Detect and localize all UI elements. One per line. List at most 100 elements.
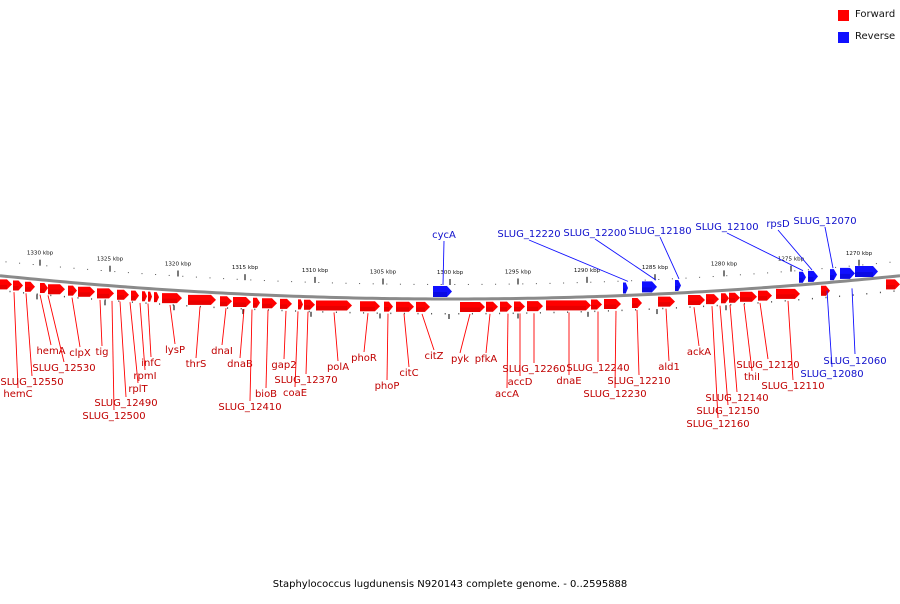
forward-gene-leader-line [129,302,139,384]
forward-gene-leader-line [386,313,389,381]
forward-gene-arrow [148,291,152,302]
forward-gene-arrow-body [262,298,277,309]
scale-tick-label: 1310 kbp [302,268,329,274]
forward-gene-arrow-body [13,280,23,291]
scale-tick-label: 1305 kbp [370,269,397,275]
legend-swatch-reverse [838,32,849,43]
forward-gene-arrow-body [97,288,114,299]
forward-gene-leader-line [147,303,152,358]
forward-gene-arrow-shade [262,303,272,309]
reverse-gene-arrow-shade [433,292,447,297]
forward-gene-arrow-body [460,301,485,312]
forward-gene-arrow [546,300,591,311]
reverse-gene-leader-line [594,238,657,281]
forward-gene-arrow [280,298,292,309]
forward-gene-arrow [97,288,114,299]
forward-gene-arrow-body [514,301,525,312]
forward-gene-arrow [776,288,800,299]
forward-gene-label: dnaB [227,359,253,370]
forward-gene-leader-line [99,299,103,347]
forward-gene-label: rpmI [133,371,156,382]
reverse-gene-arrow [830,269,837,281]
forward-gene-label: dnaE [556,376,581,387]
forward-gene-arrow-body [78,286,95,297]
scale-tick-label: 1270 kbp [846,251,873,257]
reverse-gene-arrow-shade [642,287,652,293]
forward-gene-arrow-shade [396,307,409,312]
reverse-gene-arrow-body [840,267,855,279]
forward-gene-leader-line [111,300,115,411]
reverse-gene-arrow-shade [675,286,679,292]
genome-backbone [0,274,900,301]
forward-gene-leader-line [506,313,509,389]
forward-gene-arrow-shade [25,287,31,292]
forward-gene-arrow-shade [546,305,586,311]
forward-gene-label: SLUG_12550 [0,377,63,388]
forward-gene-arrow [117,289,129,300]
reverse-gene-arrow [855,266,878,278]
forward-gene-arrow-shade [729,298,736,303]
forward-gene-leader-line [169,304,176,345]
forward-gene-arrow-body [688,295,705,306]
forward-gene-label: SLUG_12410 [218,402,281,413]
reverse-gene-arrow-body [623,282,628,294]
forward-gene-arrow-body [632,297,642,308]
forward-gene-arrow-body [40,283,48,294]
forward-gene-arrow-body [886,279,900,290]
forward-gene-label: thrS [186,359,207,370]
reverse-gene-arrow-body [855,266,878,278]
reverse-gene-arrow-shade [840,273,850,279]
reverse-gene-label: SLUG_12080 [800,369,863,380]
forward-gene-arrow-shade [527,306,538,312]
forward-gene-arrow [25,281,35,292]
scale-tick-label: 1275 kbp [778,257,805,263]
reverse-gene-leader-line [528,239,629,282]
forward-gene-arrow-body [188,294,216,305]
forward-gene-arrow [688,295,705,306]
forward-gene-arrow-body [253,297,260,308]
forward-gene-arrow [706,294,719,305]
forward-gene-arrow-body [360,301,380,312]
forward-gene-arrow [396,301,414,312]
forward-gene-leader-line [614,310,617,389]
forward-gene-arrow-body [148,291,152,302]
forward-gene-label: citZ [424,351,443,362]
forward-gene-arrow [721,293,729,304]
forward-gene-leader-line [403,313,410,368]
forward-gene-arrow-body [591,299,602,310]
forward-gene-arrow [253,297,260,308]
forward-gene-label: SLUG_12110 [761,381,824,392]
forward-gene-label: SLUG_12370 [274,375,337,386]
forward-gene-arrow-shade [460,307,480,312]
forward-gene-arrow-shade [220,301,227,307]
forward-gene-leader-line [485,313,491,354]
reverse-gene-arrow [840,267,855,279]
forward-gene-leader-line [787,300,794,381]
reverse-gene-arrow [433,285,452,297]
forward-gene-leader-line [729,304,738,393]
forward-gene-arrow-body [142,291,147,302]
forward-gene-arrow-body [384,301,393,312]
forward-gene-arrow [262,298,277,309]
forward-gene-label: accD [508,377,533,388]
forward-gene-arrow-body [721,293,729,304]
forward-gene-arrow [48,284,65,295]
forward-gene-arrow [758,290,772,301]
forward-gene-leader-line [363,313,369,353]
reverse-gene-leader-line [826,290,833,368]
reverse-gene-leader-line [659,236,680,280]
forward-gene-label: ald1 [658,362,680,373]
scale-ticks: 1330 kbp 1325 kbp 1320 kbp 1315 kbp 1310 kbp… [5,251,891,285]
reverse-gene-label: SLUG_12200 [563,228,626,239]
forward-gene-label: pyk [451,354,469,365]
forward-gene-arrow-shade [0,284,7,290]
forward-gene-arrow-body [233,297,251,308]
forward-gene-leader-line [71,297,81,348]
legend: Forward Reverse [838,9,898,53]
forward-gene-arrow [500,301,512,312]
reverse-gene-label: SLUG_12100 [695,222,758,233]
forward-gene-arrow-body [304,299,315,310]
forward-gene-label: thiI [744,372,760,383]
reverse-gene-leader-line [442,240,445,286]
forward-gene-leader-line [47,295,65,363]
